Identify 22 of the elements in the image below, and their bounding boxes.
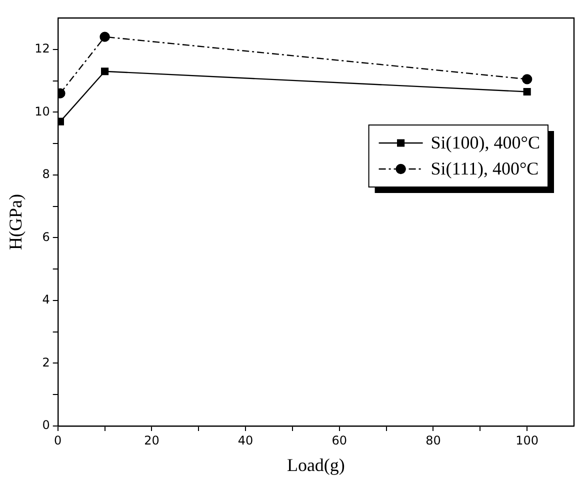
x-tick-label: 80 [426, 433, 441, 448]
legend-label: Si(111), 400°C [430, 158, 539, 179]
x-tick-label: 20 [144, 433, 160, 448]
x-tick-label: 100 [516, 433, 539, 448]
point [522, 74, 532, 84]
point [523, 88, 531, 96]
legend-label: Si(100), 400°C [430, 132, 540, 153]
y-tick-label: 2 [42, 355, 50, 370]
y-axis-title: H(GPa) [6, 194, 26, 250]
point [58, 118, 64, 126]
y-tick-label: 8 [42, 167, 50, 182]
y-tick-label: 4 [42, 292, 50, 307]
y-tick-label: 0 [42, 418, 50, 432]
x-tick-label: 0 [54, 433, 62, 448]
y-tick-label: 12 [34, 42, 50, 56]
y-tick-label: 10 [34, 104, 50, 118]
y-tick-label: 6 [42, 230, 50, 244]
point [100, 32, 110, 42]
x-tick-label: 40 [238, 433, 254, 448]
x-axis-title: Load(g) [286, 454, 345, 475]
x-tick-label: 60 [332, 433, 348, 448]
point [101, 68, 109, 76]
